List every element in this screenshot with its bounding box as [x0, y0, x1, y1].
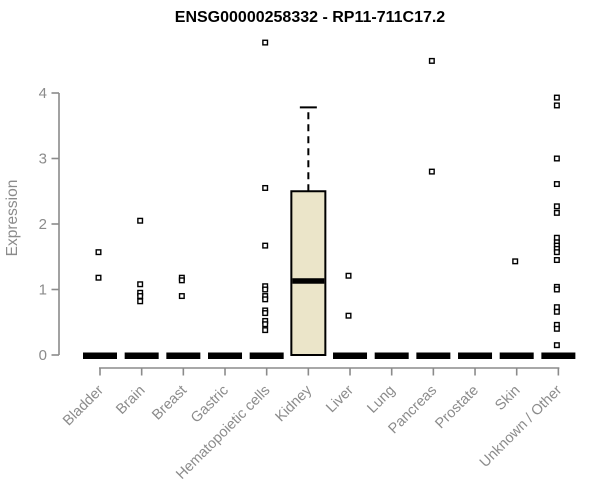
data-point-unknown-other: [553, 286, 560, 293]
zero-median-bar-brain: [124, 352, 159, 359]
zero-median-bar-unknown-other: [541, 352, 576, 359]
data-point-hematopoietic-cells: [262, 321, 269, 328]
chart-title: ENSG00000258332 - RP11-711C17.2: [175, 9, 446, 26]
data-point-hematopoietic-cells: [262, 184, 269, 191]
x-tick-label-kidney: Kidney: [273, 382, 316, 425]
data-point-unknown-other: [553, 155, 560, 162]
data-point-brain: [137, 281, 144, 288]
data-point-liver: [345, 272, 352, 279]
data-point-unknown-other: [553, 257, 560, 264]
zero-median-bar-bladder: [83, 352, 117, 359]
data-point-liver: [345, 312, 352, 319]
x-tick-label-bladder: Bladder: [60, 382, 107, 429]
y-tick-label-3: 3: [39, 151, 47, 168]
data-point-bladder: [95, 249, 102, 256]
data-point-unknown-other: [553, 308, 560, 315]
data-point-brain: [137, 298, 144, 305]
data-point-bladder: [95, 274, 102, 281]
zero-median-bar-pancreas: [416, 352, 451, 359]
data-point-skin: [512, 258, 519, 265]
zero-median-bar-breast: [166, 352, 201, 359]
data-point-hematopoietic-cells: [262, 39, 269, 46]
box-kidney: [290, 190, 327, 356]
data-point-unknown-other: [553, 203, 560, 210]
y-axis-title: Expression: [4, 180, 21, 257]
data-point-hematopoietic-cells: [262, 242, 269, 249]
data-point-pancreas: [428, 168, 435, 175]
zero-median-bar-liver: [333, 352, 368, 359]
data-point-unknown-other: [553, 325, 560, 332]
x-tick-label-skin: Skin: [492, 383, 523, 414]
x-tick-label-brain: Brain: [113, 383, 148, 418]
data-point-brain: [137, 293, 144, 300]
data-point-hematopoietic-cells: [262, 310, 269, 317]
x-tick-label-liver: Liver: [323, 382, 357, 416]
zero-median-bar-skin: [499, 352, 534, 359]
zero-median-bar-gastric: [208, 352, 243, 359]
y-tick-label-0: 0: [39, 347, 47, 364]
y-tick-label-4: 4: [39, 85, 47, 102]
box-median-kidney: [292, 278, 325, 284]
y-tick-label-1: 1: [39, 282, 47, 299]
data-point-unknown-other: [553, 181, 560, 188]
data-point-brain: [137, 217, 144, 224]
data-point-unknown-other: [553, 342, 560, 349]
data-point-unknown-other: [553, 249, 560, 256]
data-point-unknown-other: [553, 209, 560, 216]
zero-median-bar-hematopoietic-cells: [249, 352, 284, 359]
x-tick-label-lung: Lung: [364, 383, 398, 417]
data-point-hematopoietic-cells: [262, 327, 269, 334]
data-point-breast: [178, 293, 185, 300]
data-point-unknown-other: [553, 102, 560, 109]
zero-median-bar-prostate: [458, 352, 493, 359]
data-point-hematopoietic-cells: [262, 296, 269, 303]
x-tick-label-breast: Breast: [149, 383, 190, 424]
data-point-breast: [178, 277, 185, 284]
data-point-hematopoietic-cells: [262, 286, 269, 293]
y-tick-label-2: 2: [39, 216, 47, 233]
x-tick-label-prostate: Prostate: [432, 383, 481, 432]
data-point-unknown-other: [553, 94, 560, 101]
data-point-pancreas: [428, 57, 435, 64]
zero-median-bar-lung: [374, 352, 409, 359]
